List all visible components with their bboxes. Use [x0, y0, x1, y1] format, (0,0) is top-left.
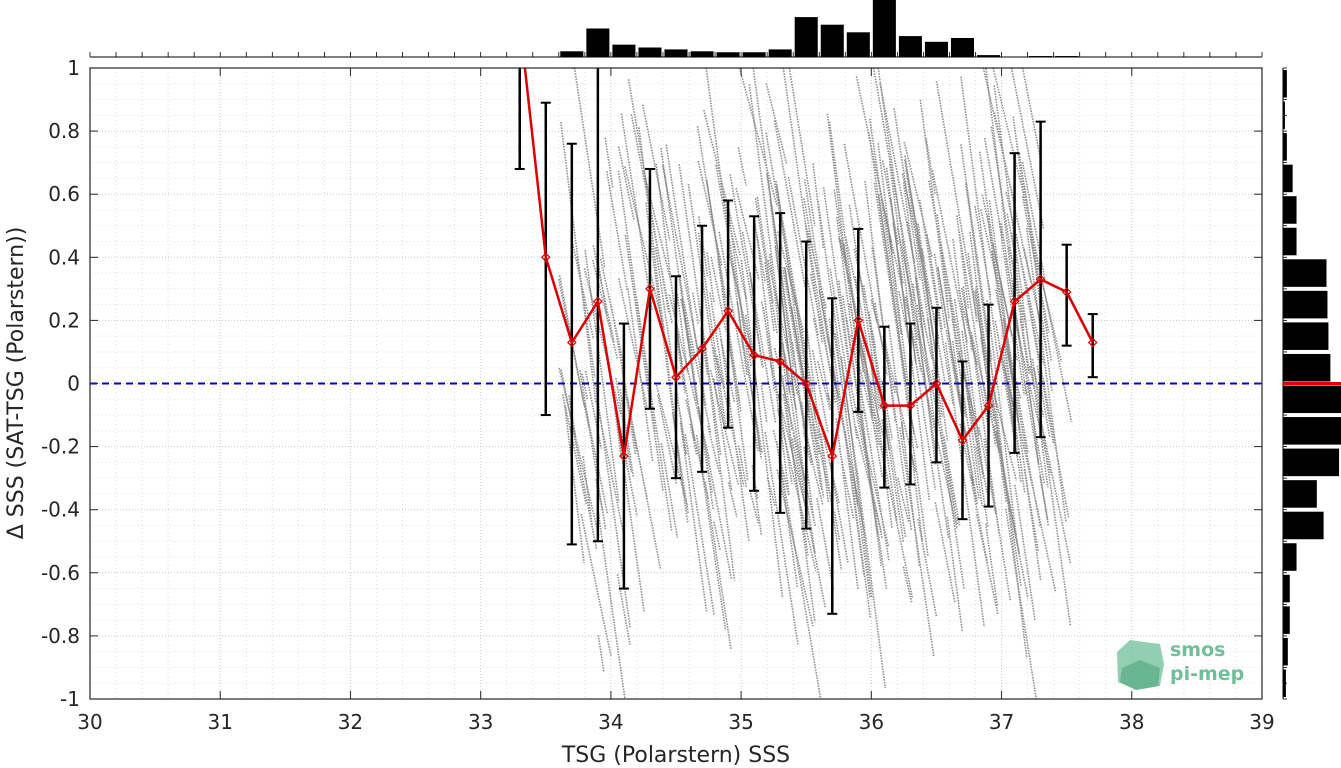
x-tick-label: 34: [598, 710, 623, 734]
top-histogram-bar: [1029, 56, 1053, 57]
mean-point: [827, 451, 838, 461]
mean-point: [1061, 287, 1072, 297]
x-tick-label: 36: [859, 710, 884, 734]
mean-point: [879, 400, 890, 411]
y-tick-label: -0.2: [41, 435, 80, 459]
mean-point: [619, 451, 629, 461]
right-histogram-bar: [1283, 637, 1288, 666]
mean-point: [749, 350, 759, 360]
top-histogram-bar: [950, 38, 975, 57]
logo-line2: pi-mep: [1170, 663, 1244, 685]
right-histogram-bar: [1283, 543, 1297, 571]
mean-point: [697, 343, 707, 354]
x-axis-title: TSG (Polarstern) SSS: [561, 743, 790, 768]
mean-point: [1035, 274, 1046, 285]
right-histogram-bar: [1283, 133, 1287, 161]
mean-series: [523, 67, 1098, 461]
y-tick-label: 0.6: [48, 182, 80, 206]
x-tick-label: 37: [989, 710, 1014, 734]
axis-ticks: [89, 67, 1263, 700]
y-tick-label: 0: [67, 372, 80, 396]
mean-point: [671, 372, 681, 383]
top-histogram-bar: [690, 51, 714, 57]
top-histogram-bar: [872, 0, 896, 57]
y-tick-label: 0.8: [48, 119, 80, 143]
mean-line: [523, 67, 1094, 461]
right-histogram-bar: [1283, 290, 1328, 319]
mean-point: [983, 400, 994, 411]
top-histogram-bar: [924, 41, 948, 57]
mean-point: [957, 435, 968, 446]
x-tick-label: 33: [468, 710, 493, 734]
right-histogram-bar: [1283, 164, 1293, 193]
y-tick-label: 1: [67, 56, 80, 80]
top-histogram-bar: [1055, 56, 1079, 57]
y-tick-label: 0.4: [48, 245, 80, 269]
mean-point: [801, 378, 812, 389]
x-tick-label: 31: [207, 710, 232, 734]
x-tick-label: 32: [338, 710, 363, 734]
top-histogram-bar: [612, 44, 636, 57]
right-histogram-bar: [1283, 353, 1331, 382]
right-histogram-bar: [1283, 606, 1290, 634]
right-histogram-bar: [1283, 70, 1287, 98]
right-histogram-bar: [1283, 511, 1324, 540]
mean-point: [645, 284, 655, 294]
logo-wave-icon: [1120, 660, 1160, 690]
right-histogram: [1282, 67, 1341, 700]
mean-point: [1009, 296, 1020, 307]
top-histogram-bar: [898, 36, 922, 57]
mean-point: [905, 400, 916, 411]
y-tick-labels: -1 -0.8 -0.6 -0.4 -0.2 0 0.2 0.4 0.6 0.8 1: [41, 56, 80, 711]
top-histogram-bar: [768, 49, 792, 57]
y-tick-label: -0.8: [41, 624, 80, 648]
top-histogram-bar: [638, 47, 662, 57]
mean-point: [1087, 337, 1098, 348]
right-histogram-bar: [1283, 669, 1286, 697]
top-histogram-bar: [820, 24, 844, 57]
right-histogram-bar: [1283, 227, 1297, 256]
right-histogram-bar: [1283, 448, 1340, 477]
right-histogram-bar: [1283, 417, 1341, 445]
y-tick-label: -1: [60, 687, 80, 711]
y-axis-title: Δ SSS (SAT-TSG (Polarstern)): [4, 227, 29, 540]
top-histogram-bar: [794, 17, 818, 58]
mean-point: [775, 356, 786, 367]
top-histogram-bar: [586, 28, 610, 57]
top-histogram-bar: [664, 49, 688, 57]
top-histogram-bar: [716, 52, 740, 57]
right-histogram-bar: [1283, 101, 1285, 130]
mean-point: [723, 306, 733, 316]
x-tick-label: 30: [77, 710, 102, 734]
x-tick-label: 38: [1119, 710, 1144, 734]
right-histogram-bar: [1283, 480, 1317, 508]
mean-point: [853, 315, 864, 326]
right-histogram-bar: [1283, 574, 1290, 603]
x-tick-label: 39: [1249, 710, 1274, 734]
right-histogram-bar: [1283, 196, 1297, 224]
x-tick-labels: 30 31 32 33 34 35 36 37 38 39: [77, 710, 1274, 734]
mean-point: [566, 337, 577, 348]
mean-point: [931, 378, 942, 389]
x-tick-label: 35: [728, 710, 753, 734]
y-tick-label: -0.6: [41, 561, 80, 585]
y-tick-label: -0.4: [41, 498, 80, 522]
y-tick-label: 0.2: [48, 308, 80, 332]
right-histogram-bar: [1283, 385, 1341, 414]
right-histogram-bar: [1283, 322, 1329, 350]
top-histogram-bar: [977, 55, 1001, 57]
top-histogram: [89, 0, 1263, 58]
top-histogram-bar: [846, 32, 870, 57]
smos-pi-mep-logo: smos pi-mep: [1117, 639, 1244, 690]
logo-line1: smos: [1170, 639, 1225, 661]
right-histogram-bar: [1283, 259, 1327, 287]
top-histogram-bar: [742, 52, 766, 57]
mean-point: [593, 296, 603, 307]
mean-point: [540, 252, 551, 263]
top-histogram-bar: [560, 51, 584, 57]
